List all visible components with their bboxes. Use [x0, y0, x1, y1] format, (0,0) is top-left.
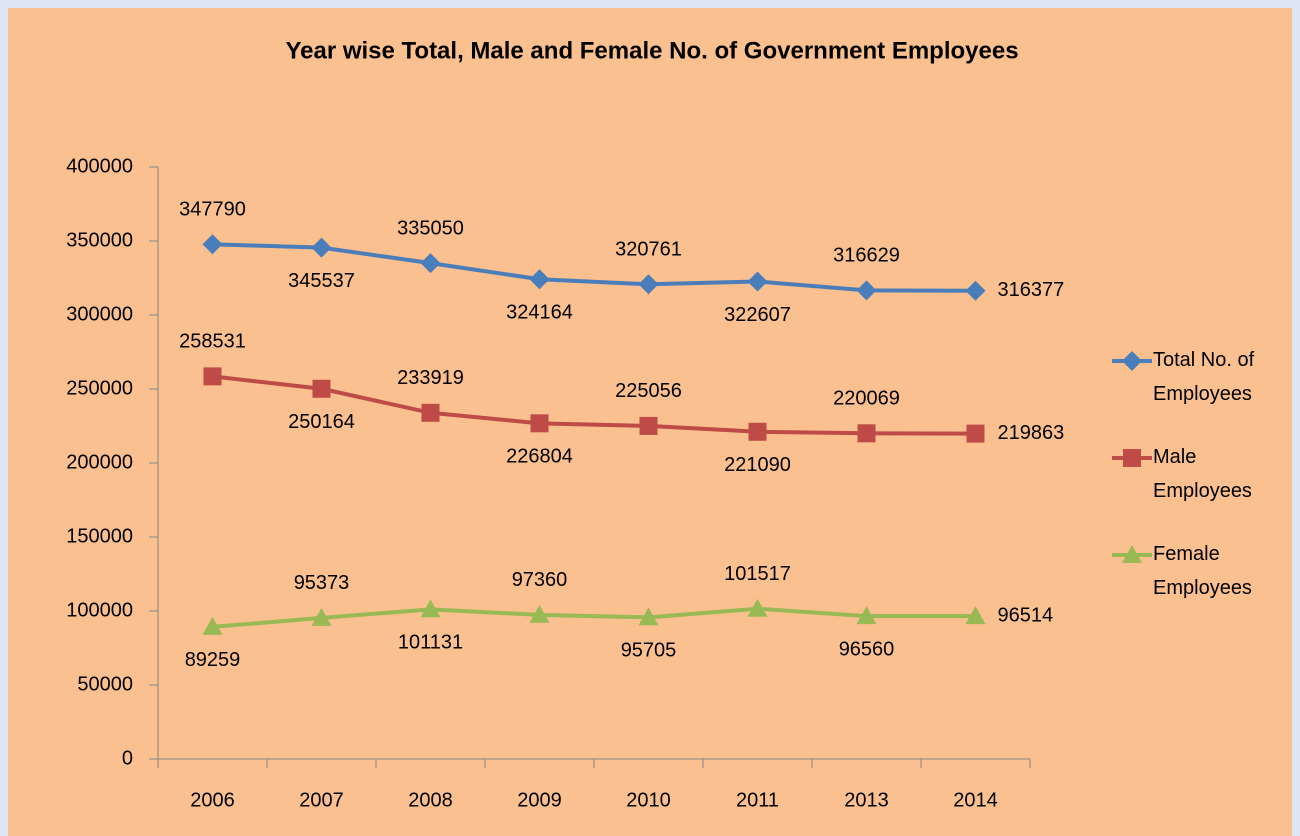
- marker: [965, 606, 986, 625]
- data-label: 345537: [288, 270, 355, 292]
- data-label: 95705: [621, 640, 677, 662]
- data-label: 322607: [724, 304, 791, 326]
- marker: [421, 403, 440, 422]
- data-label: 320761: [615, 239, 682, 261]
- x-tick-label: 2008: [408, 789, 453, 811]
- marker: [639, 416, 658, 435]
- y-tick-label: 300000: [66, 303, 133, 325]
- legend-label: Total No. of Employees: [1153, 349, 1255, 405]
- marker: [202, 616, 223, 635]
- marker: [747, 598, 768, 617]
- data-label: 220069: [833, 388, 900, 410]
- marker: [312, 379, 331, 398]
- data-label: 258531: [179, 331, 246, 353]
- x-tick-label: 2014: [953, 789, 998, 811]
- marker: [1122, 545, 1142, 563]
- marker: [203, 367, 222, 386]
- x-tick-label: 2013: [844, 789, 889, 811]
- marker: [529, 269, 550, 290]
- data-label: 89259: [185, 649, 241, 671]
- x-tick-label: 2006: [190, 789, 235, 811]
- x-tick-label: 2011: [736, 789, 779, 811]
- data-label: 101517: [724, 563, 791, 585]
- marker: [420, 253, 441, 274]
- marker: [311, 237, 332, 258]
- y-tick-label: 50000: [77, 673, 133, 695]
- legend-label: Female Employees: [1153, 543, 1252, 599]
- series-line: [212, 374, 976, 436]
- marker: [529, 604, 550, 623]
- data-label: 233919: [397, 367, 464, 389]
- data-label: 96560: [839, 638, 895, 660]
- y-tick-label: 100000: [66, 599, 133, 621]
- series-line: [212, 606, 976, 629]
- data-label: 316629: [833, 245, 900, 267]
- data-label: 226804: [506, 446, 573, 468]
- data-label: 219863: [998, 422, 1065, 444]
- marker: [1122, 351, 1142, 371]
- data-label: 97360: [512, 569, 568, 591]
- marker: [638, 607, 659, 626]
- data-label: 95373: [294, 572, 350, 594]
- marker: [202, 234, 223, 255]
- data-label: 101131: [398, 632, 463, 654]
- data-label: 316377: [998, 279, 1065, 301]
- data-label: 221090: [724, 454, 791, 476]
- marker: [856, 606, 877, 625]
- series-line: [212, 242, 976, 293]
- legend-label: Male Employees: [1153, 446, 1252, 502]
- marker: [857, 424, 876, 443]
- marker: [856, 280, 877, 301]
- marker: [1123, 449, 1141, 467]
- x-tick-label: 2009: [517, 789, 562, 811]
- data-label: 347790: [179, 199, 246, 221]
- x-tick-label: 2007: [299, 789, 344, 811]
- data-label: 324164: [506, 302, 573, 324]
- y-tick-label: 0: [122, 747, 133, 769]
- marker: [420, 599, 441, 618]
- chart-title: Year wise Total, Male and Female No. of …: [285, 37, 1018, 64]
- y-tick-label: 400000: [66, 155, 133, 177]
- y-tick-label: 150000: [66, 525, 133, 547]
- marker: [311, 607, 332, 626]
- marker: [638, 274, 659, 295]
- y-tick-label: 350000: [66, 229, 133, 251]
- data-label: 250164: [288, 411, 355, 433]
- y-tick-label: 200000: [66, 451, 133, 473]
- x-tick-label: 2010: [626, 789, 671, 811]
- marker: [966, 424, 985, 443]
- data-label: 335050: [397, 217, 464, 239]
- data-label: 225056: [615, 380, 682, 402]
- marker: [748, 422, 767, 441]
- marker: [530, 414, 549, 433]
- y-tick-label: 250000: [66, 377, 133, 399]
- data-label: 96514: [998, 604, 1054, 626]
- marker: [747, 271, 768, 292]
- marker: [965, 280, 986, 301]
